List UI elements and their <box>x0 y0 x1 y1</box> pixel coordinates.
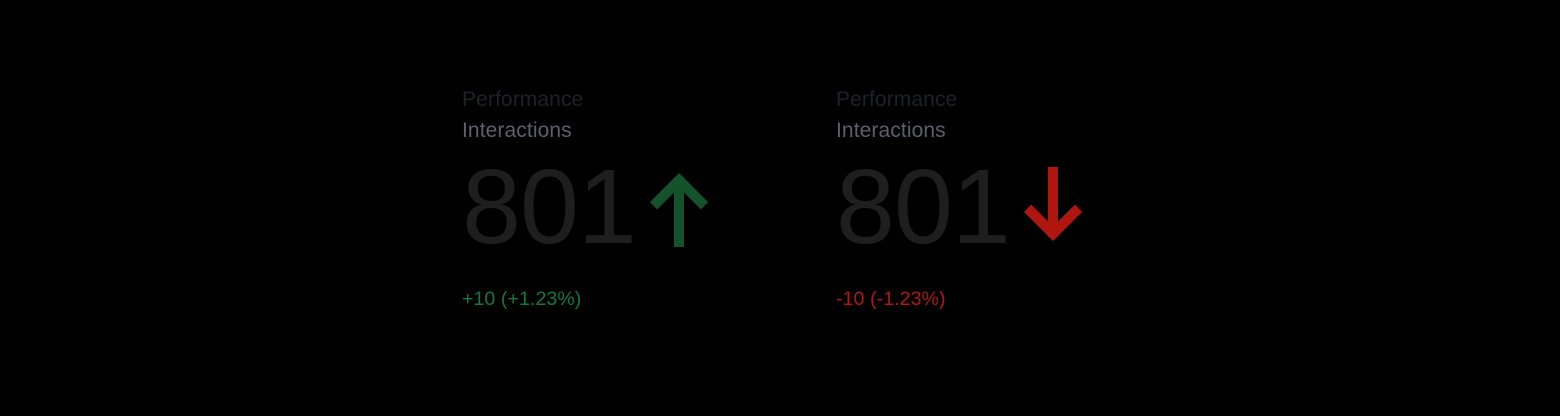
kpi-value: 801 <box>836 148 1011 266</box>
kpi-label-primary: Performance <box>462 88 584 111</box>
kpi-label-primary: Performance <box>836 88 958 111</box>
kpi-delta-value: -10 (-1.23%) <box>836 288 946 310</box>
kpi-value-row: 801 <box>462 148 802 266</box>
kpi-delta-value: +10 (+1.23%) <box>462 288 582 310</box>
kpi-card-performance-interactions-down[interactable]: Performance Interactions 801 -10 (-1.23%… <box>836 88 1176 338</box>
arrow-up-icon <box>648 167 710 247</box>
kpi-value-row: 801 <box>836 148 1176 266</box>
kpi-value: 801 <box>462 148 637 266</box>
arrow-down-icon <box>1022 167 1084 247</box>
kpi-label-secondary: Interactions <box>462 119 572 142</box>
kpi-card-performance-interactions-up[interactable]: Performance Interactions 801 +10 (+1.23%… <box>462 88 802 338</box>
kpi-label-secondary: Interactions <box>836 119 946 142</box>
